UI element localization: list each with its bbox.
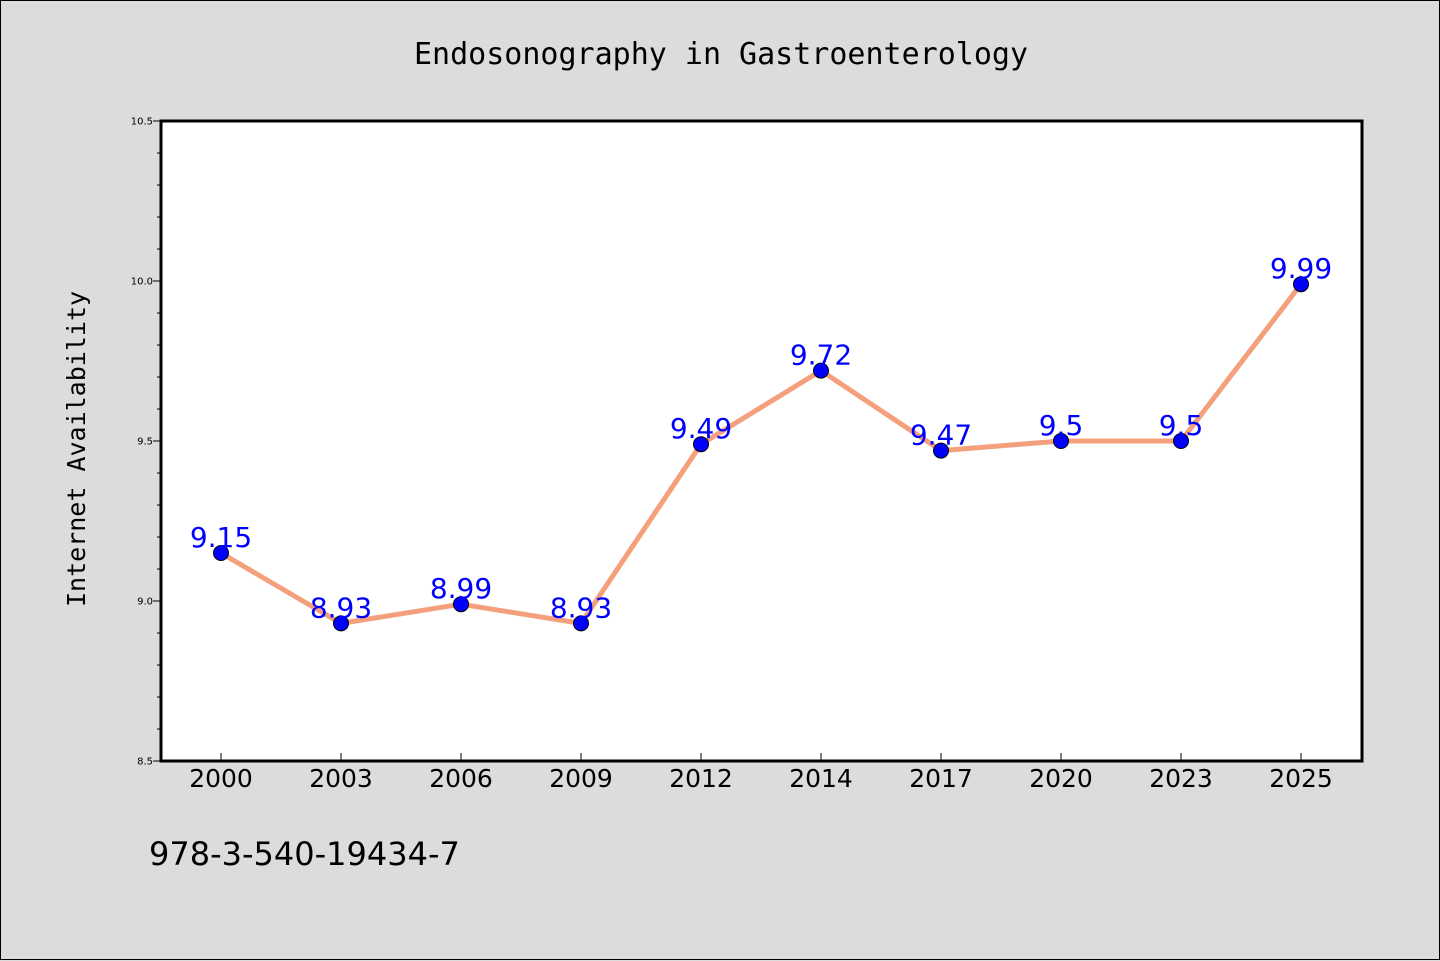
data-value-label: 9.5 (1159, 409, 1204, 442)
data-value-label: 9.15 (190, 521, 252, 554)
data-point-marker (573, 615, 589, 632)
y-axis-label: Internet Availability (62, 291, 91, 607)
x-tick-label: 2014 (789, 764, 853, 793)
x-tick-label: 2020 (1029, 764, 1093, 793)
y-tick-label: 10.0 (131, 277, 153, 288)
data-point-marker (453, 596, 469, 613)
x-tick-label: 2006 (429, 764, 493, 793)
x-tick-label: 2012 (669, 764, 733, 793)
data-value-label: 9.72 (790, 339, 852, 372)
data-value-label: 9.47 (910, 419, 972, 452)
y-tick-label: 9.0 (137, 597, 153, 608)
y-tick-label: 8.5 (137, 757, 153, 768)
x-tick-label: 2017 (909, 764, 973, 793)
data-value-label: 9.99 (1270, 252, 1332, 285)
data-value-label: 8.93 (550, 591, 612, 624)
data-point-marker (333, 615, 349, 632)
series-line (218, 281, 1304, 626)
data-point-marker (1173, 433, 1189, 449)
y-tick-label: 9.5 (137, 437, 153, 448)
x-tick-label: 2025 (1269, 764, 1333, 793)
y-tick-label: 10.5 (131, 117, 153, 128)
isbn-footnote: 978-3-540-19434-7 (149, 835, 460, 873)
chart-title: Endosonography in Gastroenterology (414, 37, 1028, 72)
x-tick-label: 2000 (189, 764, 253, 793)
data-point-marker (1293, 276, 1309, 293)
data-value-label: 9.49 (670, 412, 732, 445)
data-point-marker (213, 545, 229, 561)
data-point-marker (813, 362, 829, 379)
data-value-label: 8.99 (430, 572, 492, 605)
plot-border (159, 119, 1364, 763)
data-point-marker (693, 436, 709, 453)
data-point-marker (1053, 433, 1069, 449)
data-value-label: 9.5 (1039, 409, 1084, 442)
axis-ticks: 8.5 9.0 9.5 10.0 10.5 2000 2003 2006 2009 2012 201… (131, 117, 1333, 794)
data-point-marker (933, 442, 949, 459)
x-tick-label: 2023 (1149, 764, 1213, 793)
x-tick-label: 2009 (549, 764, 613, 793)
data-series: 9.15 8.93 8.99 8.93 9.49 9.72 9.47 9.5 9.5 9.99 (190, 252, 1332, 632)
x-tick-label: 2003 (309, 764, 373, 793)
data-value-label: 8.93 (310, 591, 372, 624)
